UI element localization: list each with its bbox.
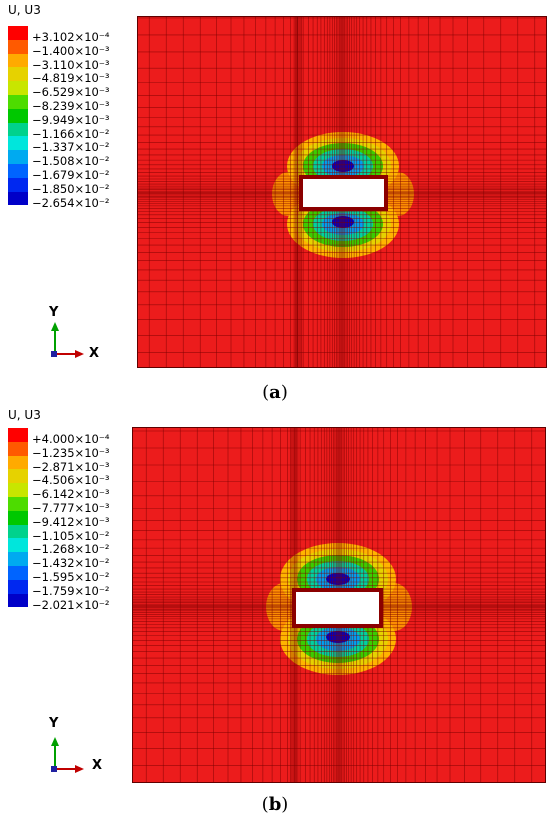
cavity-opening <box>292 588 383 628</box>
legend-swatch <box>8 469 28 484</box>
legend-label: +4.000×10⁻⁴ <box>32 432 110 446</box>
legend-label: −3.110×10⁻³ <box>32 57 110 72</box>
legend-label: −4.819×10⁻³ <box>32 71 110 86</box>
legend-swatch <box>8 53 28 68</box>
legend-title: U, U3 <box>8 408 41 422</box>
caption-b: (b) <box>0 794 550 815</box>
legend-swatch <box>8 552 28 566</box>
legend-label: −4.506×10⁻³ <box>32 473 110 488</box>
y-axis-label: Y <box>49 716 59 731</box>
legend-label: −6.142×10⁻³ <box>32 487 110 502</box>
legend-label: −1.759×10⁻² <box>32 583 110 598</box>
legend-label: −1.166×10⁻² <box>32 126 110 141</box>
caption-close: ) <box>281 794 289 815</box>
legend-swatch <box>8 510 28 525</box>
legend-label: −2.654×10⁻² <box>32 195 110 210</box>
legend-swatch <box>8 455 28 470</box>
legend-title: U, U3 <box>8 3 41 17</box>
legend-swatch <box>8 579 28 594</box>
legend-swatch <box>8 524 28 539</box>
legend-swatch <box>8 136 28 151</box>
cavity-opening <box>299 175 388 211</box>
legend-label: −2.871×10⁻³ <box>32 459 110 474</box>
y-axis-label: Y <box>49 305 59 320</box>
legend-swatch <box>8 39 28 54</box>
legend-swatch <box>8 122 28 137</box>
legend-swatch <box>8 483 28 497</box>
legend-swatch <box>8 94 28 109</box>
legend-swatch <box>8 496 28 511</box>
legend-swatch <box>8 191 28 206</box>
legend-label: −6.529×10⁻³ <box>32 85 110 100</box>
legend-label: −1.337×10⁻² <box>32 140 110 155</box>
legend-label: −7.777×10⁻³ <box>32 500 110 515</box>
legend-swatch <box>8 26 28 40</box>
legend-label: −9.412×10⁻³ <box>32 514 110 529</box>
axis-triad <box>51 322 84 358</box>
x-axis-label: X <box>92 758 103 773</box>
caption-open: ( <box>262 382 270 403</box>
legend-swatch <box>8 538 28 553</box>
legend-label: +3.102×10⁻⁴ <box>32 30 110 44</box>
legend-swatch <box>8 67 28 82</box>
legend-label: −8.239×10⁻³ <box>32 98 110 113</box>
legend-label: −1.679×10⁻² <box>32 167 110 182</box>
legend-label: −1.235×10⁻³ <box>32 445 110 460</box>
caption-close: ) <box>280 382 288 403</box>
legend-label: −1.595×10⁻² <box>32 569 110 584</box>
legend-swatch <box>8 163 28 178</box>
legend-label: −1.105×10⁻² <box>32 528 110 543</box>
legend-label: −9.949×10⁻³ <box>32 112 110 127</box>
caption-letter: b <box>268 794 282 815</box>
figure-panel-a: U, U3 +3.102×10⁻⁴ −1.400×10⁻³ −3.110×10⁻³ −… <box>0 3 550 403</box>
legend-label: −1.508×10⁻² <box>32 154 110 169</box>
caption-open: ( <box>261 794 269 815</box>
legend-swatch <box>8 81 28 95</box>
legend-label: −1.432×10⁻² <box>32 556 110 571</box>
legend-label: −1.400×10⁻³ <box>32 43 110 58</box>
caption-letter: a <box>269 382 281 403</box>
legend-swatch <box>8 108 28 123</box>
legend-label: −1.850×10⁻² <box>32 181 110 196</box>
mesh-grid <box>137 16 547 368</box>
legend-swatch <box>8 593 28 608</box>
legend-swatch <box>8 428 28 442</box>
contour-plot <box>132 427 546 783</box>
caption-a: (a) <box>0 382 550 403</box>
contour-plot <box>137 16 547 368</box>
x-axis-label: X <box>89 346 100 361</box>
figure-panel-b: U, U3 +4.000×10⁻⁴ −1.235×10⁻³ −2.871×10⁻³ −… <box>0 406 550 822</box>
legend-swatch <box>8 150 28 164</box>
axis-triad <box>51 737 84 773</box>
legend-label: −1.268×10⁻² <box>32 542 110 557</box>
legend-label: −2.021×10⁻² <box>32 597 110 612</box>
legend-swatch <box>8 565 28 580</box>
legend-swatch <box>8 441 28 456</box>
legend-swatch <box>8 177 28 192</box>
